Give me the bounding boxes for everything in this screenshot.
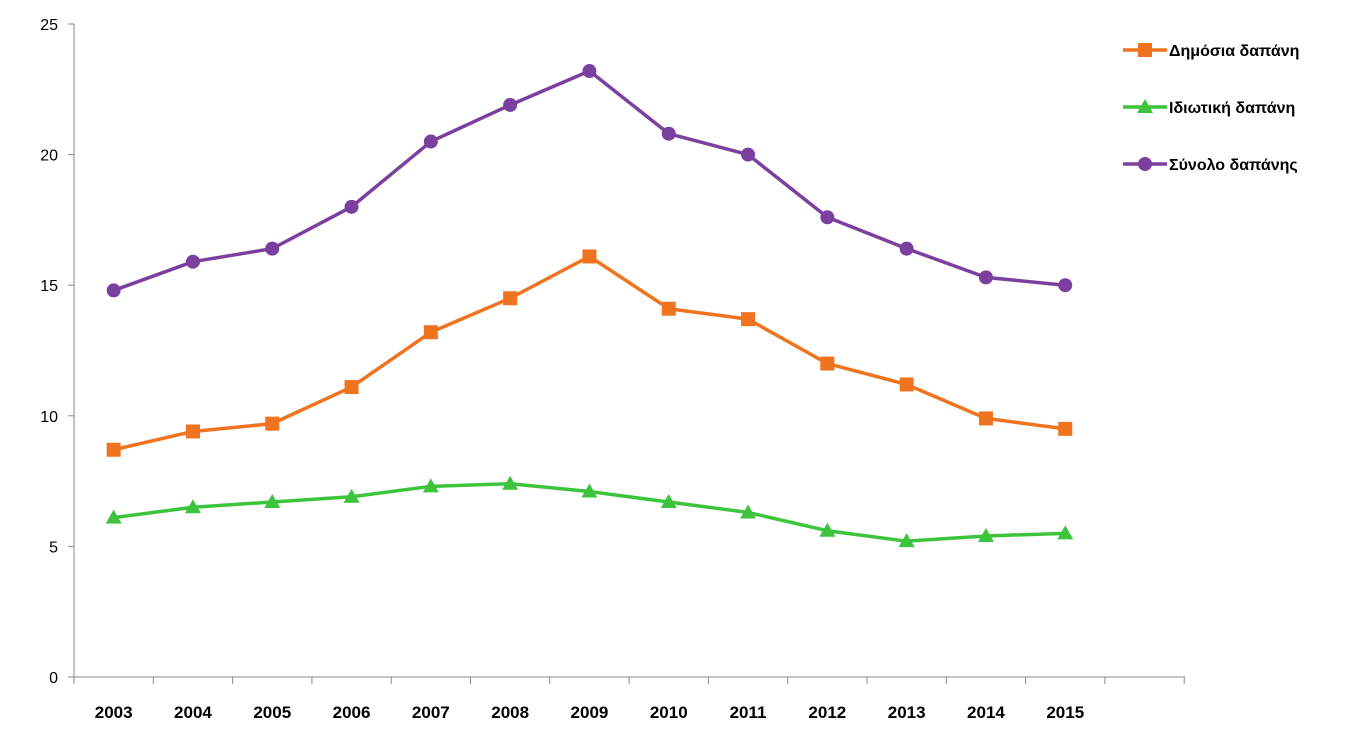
legend-marker [1138, 43, 1152, 57]
x-tick-label: 2008 [491, 703, 529, 722]
data-point [898, 533, 915, 548]
data-point [581, 483, 598, 498]
x-tick-label: 2014 [967, 703, 1005, 722]
x-ticks: 2003 2004 2005 2006 2007 2008 2009 2010 2011 2012… [73, 677, 1185, 722]
data-point [661, 126, 676, 141]
y-tick-label: 20 [40, 148, 58, 165]
data-point [582, 64, 597, 79]
data-point [503, 97, 518, 112]
data-point [344, 199, 359, 214]
y-tick-label: 0 [49, 670, 58, 687]
y-tick-label: 25 [40, 17, 58, 34]
data-point [265, 416, 280, 431]
data-point [1058, 421, 1073, 436]
y-tick-label: 5 [49, 539, 58, 556]
legend-marker [1138, 157, 1152, 171]
x-tick-label: 2009 [571, 703, 609, 722]
data-point [740, 504, 757, 519]
data-point [978, 270, 993, 285]
x-tick-label: 2003 [95, 703, 133, 722]
data-point [660, 493, 677, 508]
data-point [741, 312, 756, 327]
x-tick-label: 2005 [253, 703, 291, 722]
data-point [422, 478, 439, 493]
data-point [503, 291, 518, 306]
data-point [977, 527, 994, 542]
series-1 [105, 475, 1074, 548]
series-layer [105, 64, 1074, 548]
x-tick-label: 2004 [174, 703, 212, 722]
data-point [184, 499, 201, 514]
x-tick-label: 2012 [808, 703, 846, 722]
legend-label: Ιδιωτική δαπάνη [1169, 100, 1295, 117]
data-point [820, 356, 835, 371]
data-point [978, 411, 993, 426]
y-tick-label: 10 [40, 409, 58, 426]
x-tick-label: 2007 [412, 703, 450, 722]
y-ticks: 0 5 10 15 20 25 [40, 17, 74, 687]
legend-item: Ιδιωτική δαπάνη [1123, 99, 1295, 117]
legend-label: Σύνολο δαπάνης [1169, 157, 1298, 174]
legend-item: Δημόσια δαπάνη [1123, 43, 1299, 60]
y-tick-label: 15 [40, 278, 58, 295]
x-tick-label: 2011 [730, 703, 767, 722]
data-point [741, 147, 756, 162]
data-point [264, 493, 281, 508]
data-point [819, 522, 836, 537]
data-point [820, 210, 835, 225]
data-point [344, 380, 359, 395]
x-tick-label: 2013 [888, 703, 926, 722]
data-point [899, 377, 914, 392]
legend: Δημόσια δαπάνη Ιδιωτική δαπάνη Σύνολο δαπά… [1123, 43, 1299, 174]
series-0 [106, 249, 1073, 457]
data-point [343, 488, 360, 503]
x-tick-label: 2006 [333, 703, 371, 722]
data-point [661, 301, 676, 316]
x-tick-label: 2015 [1046, 703, 1084, 722]
legend-marker [1137, 99, 1153, 113]
legend-item: Σύνολο δαπάνης [1123, 157, 1298, 174]
data-point [423, 134, 438, 149]
series-2 [106, 64, 1073, 298]
data-point [265, 241, 280, 256]
data-point [185, 254, 200, 269]
series-line [113, 254, 1066, 452]
data-point [582, 249, 597, 264]
data-point [1057, 525, 1074, 540]
legend-label: Δημόσια δαπάνη [1169, 43, 1299, 60]
data-point [185, 424, 200, 439]
chart-axes [73, 24, 1185, 678]
data-point [1058, 278, 1073, 293]
x-tick-label: 2010 [650, 703, 688, 722]
data-point [106, 283, 121, 298]
data-point [899, 241, 914, 256]
data-point [106, 442, 121, 457]
data-point [502, 475, 519, 490]
data-point [423, 325, 438, 340]
data-point [105, 509, 122, 524]
